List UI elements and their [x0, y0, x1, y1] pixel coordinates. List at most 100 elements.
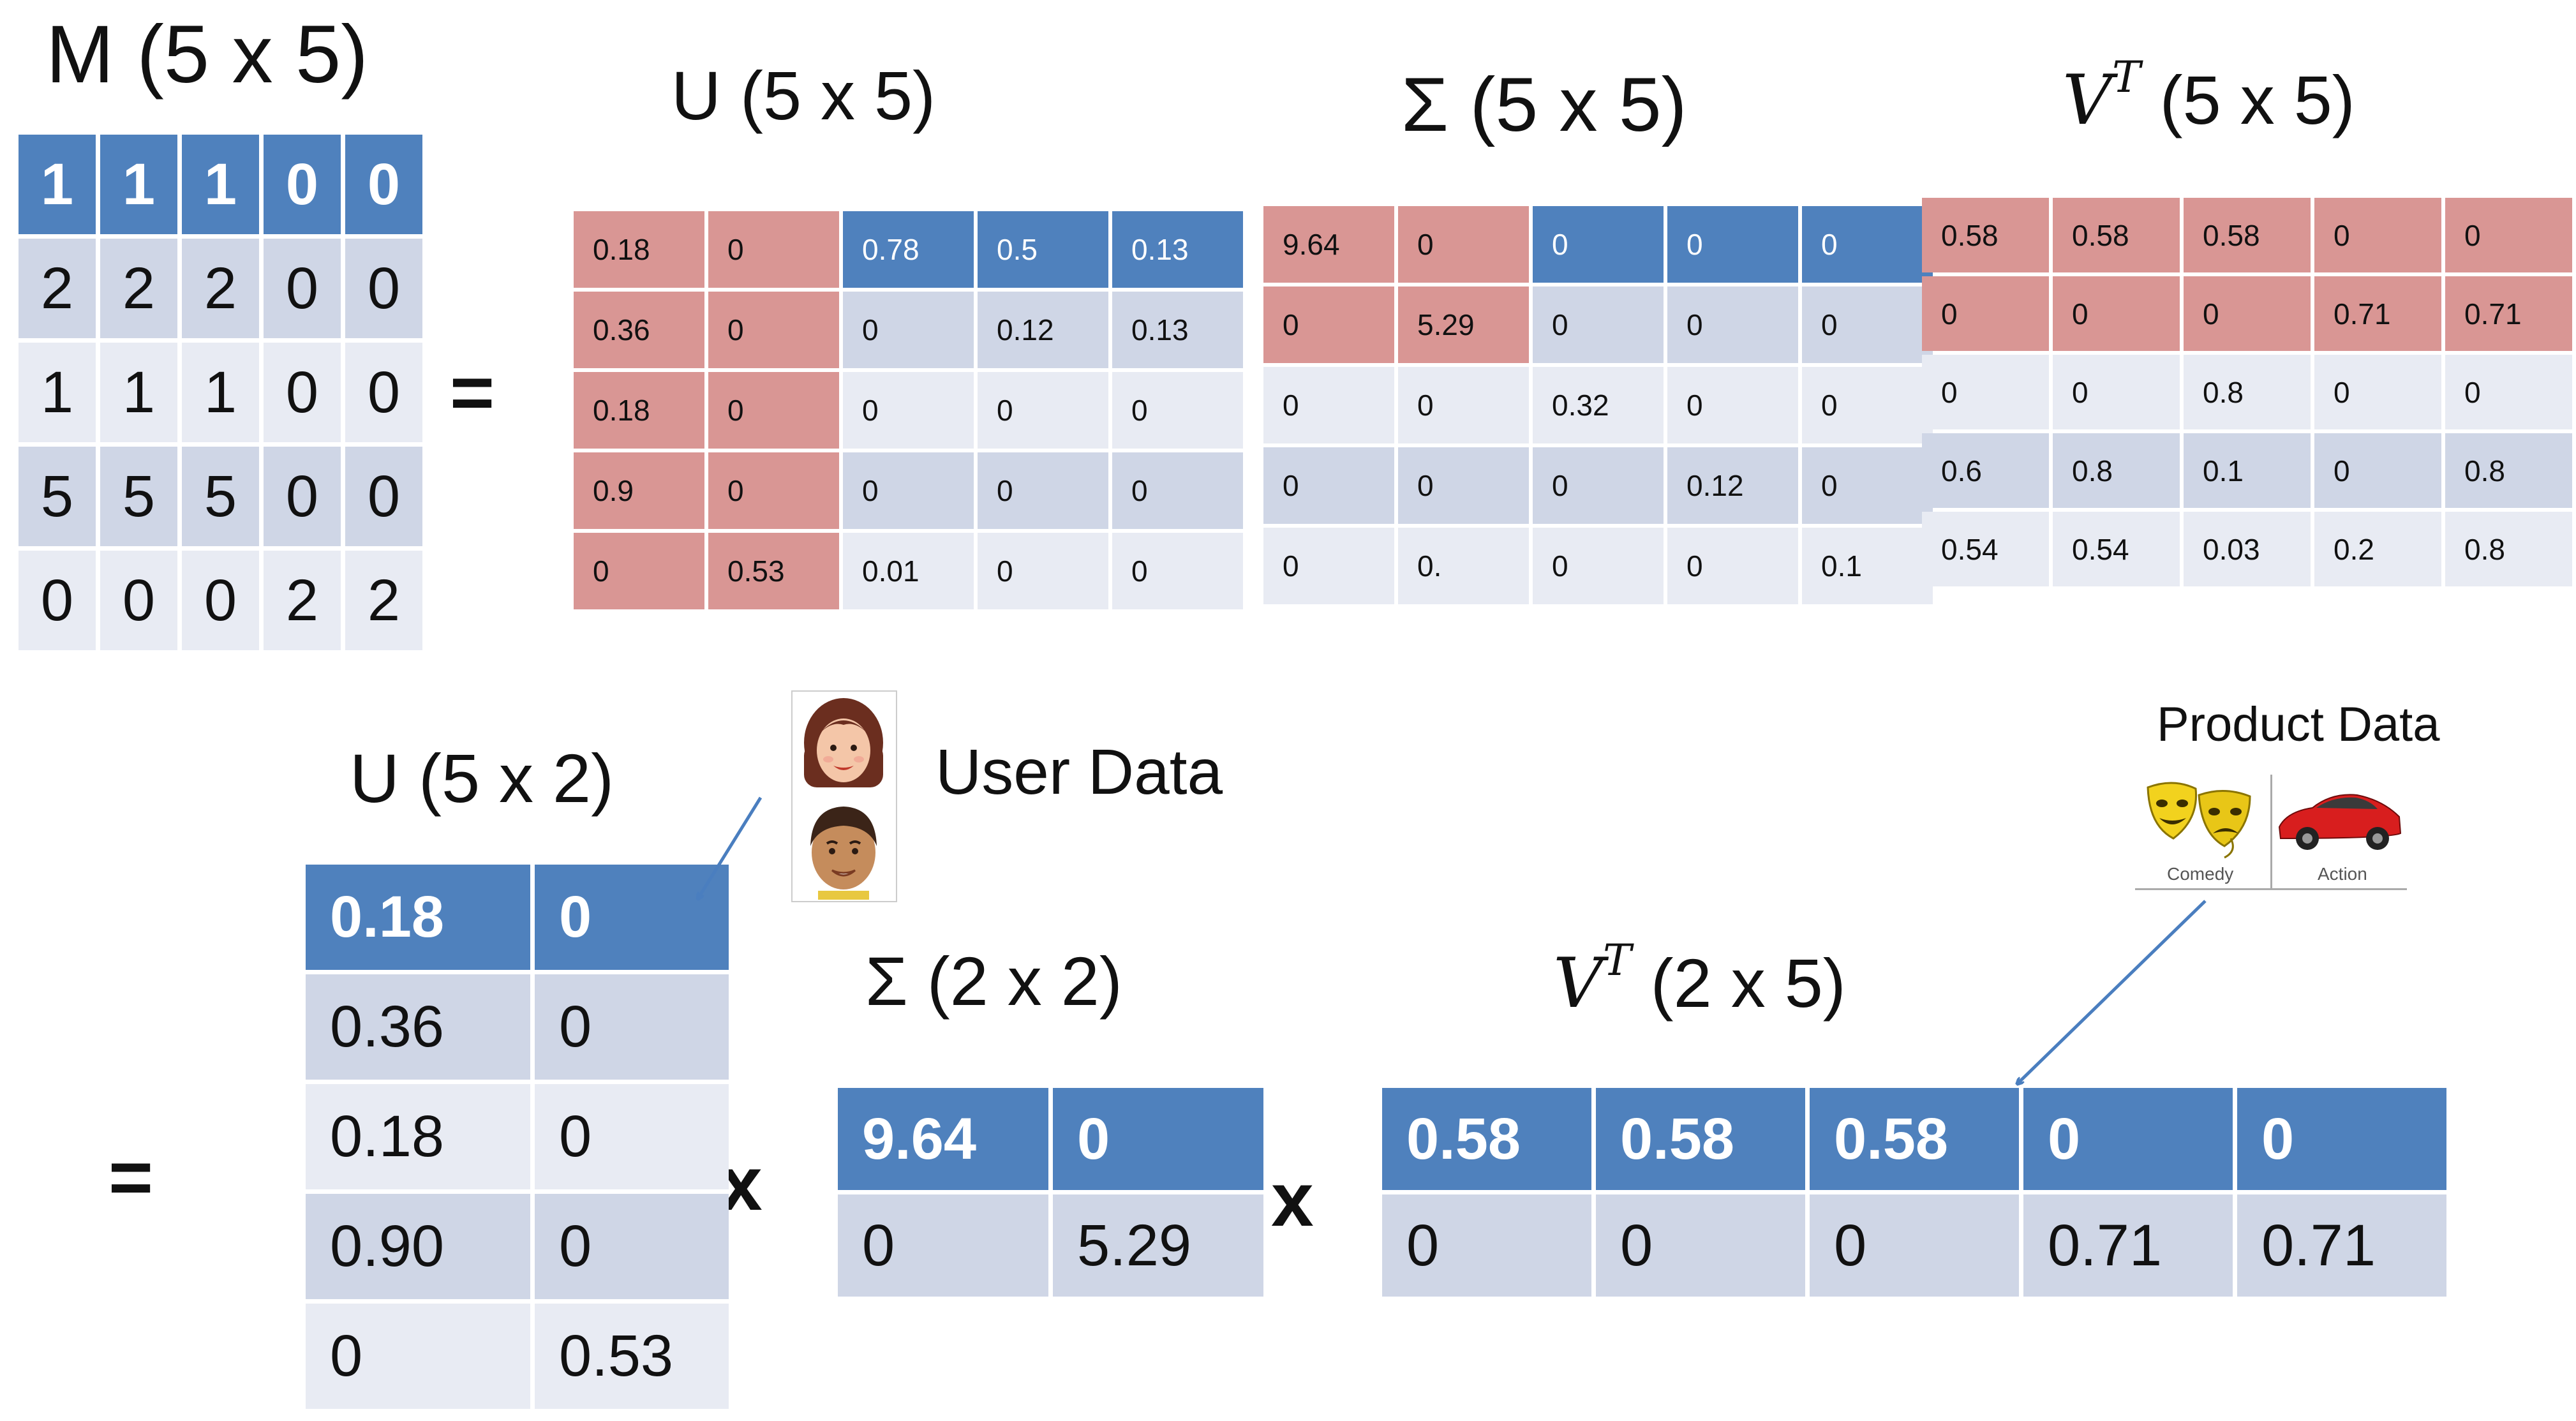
u5-cell: 0 — [978, 533, 1108, 609]
m-cell: 0 — [345, 135, 422, 234]
vt2-row-2: 0 0 0 0.71 0.71 — [1382, 1194, 2446, 1297]
vt2-cell: 0 — [1596, 1194, 1805, 1297]
m-cell: 0 — [264, 135, 341, 234]
s5-cell: 0 — [1398, 447, 1529, 524]
u5-cell: 0 — [978, 372, 1108, 449]
vt5-cell: 0 — [2445, 355, 2572, 429]
vt5-cell: 0.8 — [2184, 355, 2311, 429]
u2-cell: 0 — [535, 1194, 729, 1299]
u5-row-4: 0.9 0 0 0 0 — [574, 452, 1243, 529]
u2-matrix-title: U (5 x 2) — [350, 740, 614, 817]
m-row-4: 5 5 5 0 0 — [19, 447, 422, 546]
equals-sign-top: = — [450, 350, 495, 435]
u5-cell: 0.5 — [978, 211, 1108, 288]
s5-cell: 0. — [1398, 528, 1529, 604]
vt5-cell: 0.6 — [1922, 433, 2049, 508]
vt5-matrix: 0.58 0.58 0.58 0 0 0 0 0 0.71 0.71 0 0 0… — [1918, 194, 2576, 590]
m-matrix-title: M (5 x 5) — [46, 9, 368, 100]
m-cell: 2 — [345, 551, 422, 650]
m-cell: 0 — [345, 447, 422, 546]
s5-cell: 0 — [1263, 528, 1394, 604]
u5-cell: 0.36 — [574, 292, 704, 368]
product-images-divider — [2270, 775, 2272, 888]
vt5-cell: 0.58 — [2184, 198, 2311, 272]
action-caption: Action — [2318, 864, 2367, 884]
vt5-cell: 0 — [2314, 433, 2441, 508]
vt5-row-4: 0.6 0.8 0.1 0 0.8 — [1922, 433, 2572, 508]
s5-row-5: 0 0. 0 0 0.1 — [1263, 528, 1933, 604]
vt5-cell: 0 — [2314, 355, 2441, 429]
u5-row-2: 0.36 0 0 0.12 0.13 — [574, 292, 1243, 368]
vt2-cell: 0.58 — [1810, 1088, 2019, 1190]
u5-cell: 0 — [843, 452, 974, 529]
m-cell: 5 — [100, 447, 177, 546]
vt5-cell: 0.71 — [2314, 276, 2441, 351]
u5-cell: 0.13 — [1112, 292, 1243, 368]
u5-matrix-title: U (5 x 5) — [671, 57, 936, 134]
s5-cell: 5.29 — [1398, 286, 1529, 363]
vt5-cell: 0 — [2053, 355, 2180, 429]
vt5-cell: 0.8 — [2445, 433, 2572, 508]
s5-cell: 0 — [1533, 206, 1664, 283]
u5-cell: 0.78 — [843, 211, 974, 288]
u5-matrix: 0.18 0 0.78 0.5 0.13 0.36 0 0 0.12 0.13 … — [570, 207, 1247, 613]
vt5-cell: 0 — [1922, 355, 2049, 429]
m-cell: 1 — [19, 343, 96, 442]
s5-cell: 9.64 — [1263, 206, 1394, 283]
vt5-cell: 0.54 — [1922, 512, 2049, 586]
u2-row-3: 0.18 0 — [306, 1084, 729, 1189]
u2-cell: 0.53 — [535, 1304, 729, 1409]
m-cell: 0 — [264, 239, 341, 338]
u2-row-1: 0.18 0 — [306, 865, 729, 970]
m-cell: 5 — [19, 447, 96, 546]
m-cell: 0 — [264, 343, 341, 442]
m-row-3: 1 1 1 0 0 — [19, 343, 422, 442]
s5-row-3: 0 0 0.32 0 0 — [1263, 367, 1933, 443]
s5-cell: 0 — [1667, 367, 1798, 443]
m-cell: 1 — [182, 135, 259, 234]
m-cell: 0 — [345, 239, 422, 338]
vt2-row-1: 0.58 0.58 0.58 0 0 — [1382, 1088, 2446, 1190]
u2-cell: 0 — [535, 865, 729, 970]
u5-cell: 0.53 — [708, 533, 839, 609]
s5-row-1: 9.64 0 0 0 0 — [1263, 206, 1933, 283]
u5-cell: 0.13 — [1112, 211, 1243, 288]
comedy-masks-icon — [2147, 782, 2251, 859]
m-cell: 0 — [19, 551, 96, 650]
s5-cell: 0 — [1802, 286, 1933, 363]
vt2-cell: 0 — [1810, 1194, 2019, 1297]
vt5-transpose-superscript: T — [2112, 52, 2141, 102]
u2-matrix: 0.18 0 0.36 0 0.18 0 0.90 0 0 0.53 — [301, 860, 733, 1413]
u2-cell: 0.18 — [306, 1084, 530, 1189]
s5-cell: 0 — [1533, 286, 1664, 363]
m-cell: 2 — [182, 239, 259, 338]
u5-cell: 0 — [708, 292, 839, 368]
s2-cell: 9.64 — [838, 1088, 1048, 1190]
equals-sign-bottom: = — [108, 1135, 154, 1220]
s2-cell: 0 — [838, 1194, 1048, 1297]
vt2-cell: 0.58 — [1382, 1088, 1591, 1190]
m-cell: 2 — [19, 239, 96, 338]
s5-row-4: 0 0 0 0.12 0 — [1263, 447, 1933, 524]
u5-cell: 0 — [708, 452, 839, 529]
u2-row-5: 0 0.53 — [306, 1304, 729, 1409]
vt5-cell: 0 — [2184, 276, 2311, 351]
s5-cell: 0 — [1263, 286, 1394, 363]
u5-row-1: 0.18 0 0.78 0.5 0.13 — [574, 211, 1243, 288]
u5-cell: 0 — [1112, 452, 1243, 529]
vt2-cell: 0.71 — [2237, 1194, 2446, 1297]
vt5-dims: (5 x 5) — [2140, 61, 2355, 139]
u5-cell: 0.18 — [574, 372, 704, 449]
s5-cell: 0 — [1533, 447, 1664, 524]
user-avatars — [791, 690, 897, 902]
vt5-cell: 0 — [2053, 276, 2180, 351]
m-matrix: 1 1 1 0 0 2 2 2 0 0 1 1 1 0 0 5 5 5 0 0 … — [14, 130, 427, 655]
s5-matrix-title: Σ (5 x 5) — [1401, 62, 1687, 147]
s5-matrix: 9.64 0 0 0 0 0 5.29 0 0 0 0 0 0.32 0 0 0… — [1260, 202, 1937, 608]
u5-cell: 0 — [574, 533, 704, 609]
s5-cell: 0 — [1667, 528, 1798, 604]
vt2-dims: (2 x 5) — [1631, 944, 1846, 1022]
m-cell: 5 — [182, 447, 259, 546]
u5-cell: 0.18 — [574, 211, 704, 288]
vt5-cell: 0.03 — [2184, 512, 2311, 586]
